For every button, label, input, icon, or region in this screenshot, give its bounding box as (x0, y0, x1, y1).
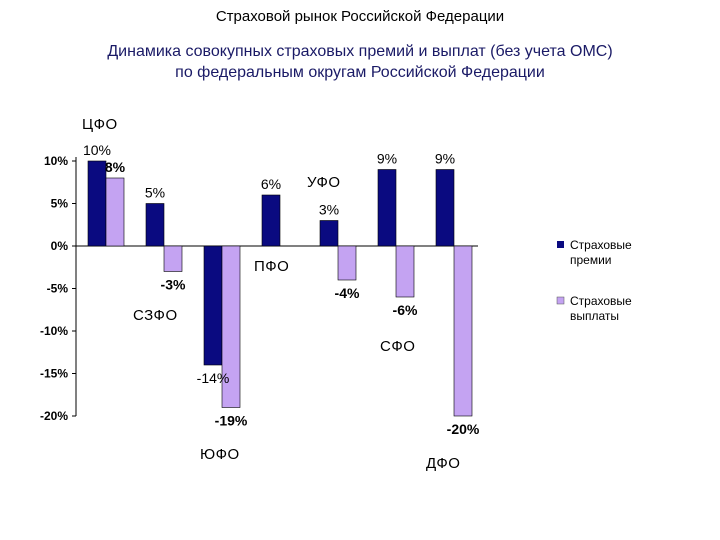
bar-payouts (221, 245, 241, 408)
y-axis: 10% 5% 0% -5% -10% -15% -20% (40, 154, 478, 423)
bar-payouts (395, 245, 415, 298)
region-label: УФО (307, 174, 341, 191)
value-label-premiums: 10% (83, 142, 111, 158)
value-label-payouts: -20% (447, 421, 480, 437)
bars (87, 160, 473, 417)
bar-payouts (163, 245, 183, 272)
y-tick-label: -10% (40, 324, 68, 338)
value-label-premiums: 9% (377, 151, 397, 167)
value-label-payouts: -19% (215, 413, 248, 429)
y-tick-label: -20% (40, 409, 68, 423)
value-label-premiums: 3% (319, 202, 339, 218)
y-tick-label: 5% (51, 197, 69, 211)
y-tick-label: 10% (44, 154, 68, 168)
region-label: ЮФО (200, 446, 240, 463)
bar-payouts (337, 245, 357, 281)
region-label: ДФО (426, 455, 460, 472)
region-labels: ЦФО СЗФО ЮФО ПФО УФО СФО ДФО (82, 116, 460, 472)
subtitle-line-1: Динамика совокупных страховых премий и в… (107, 43, 613, 60)
legend-swatch-premiums (557, 241, 564, 248)
value-label-payouts: -4% (335, 285, 360, 301)
region-label: СФО (380, 338, 415, 355)
region-label: ПФО (254, 258, 289, 275)
region-label: ЦФО (82, 116, 118, 133)
value-label-payouts: 8% (105, 159, 126, 175)
chart-subtitle: Динамика совокупных страховых премий и в… (0, 41, 720, 83)
chart-title: Страховой рынок Российской Федерации (215, 8, 505, 25)
bar-premiums (145, 203, 165, 247)
value-label-payouts: -6% (393, 302, 418, 318)
bar-payouts (453, 245, 473, 417)
legend-label-payouts-2: выплаты (570, 309, 619, 323)
y-tick-label: 0% (51, 239, 69, 253)
value-label-premiums: -14% (197, 370, 230, 386)
y-tick-label: -5% (47, 282, 69, 296)
region-label: СЗФО (133, 307, 178, 324)
bar-payouts (105, 177, 125, 247)
bar-premiums (377, 169, 397, 247)
value-label-premiums: 6% (261, 176, 281, 192)
bar-premiums (435, 169, 455, 247)
legend-label-premiums-1: Страховые (570, 238, 632, 252)
legend-label-payouts-1: Страховые (570, 294, 632, 308)
y-tick-label: -15% (40, 367, 68, 381)
bar-premiums (87, 160, 107, 247)
value-label-premiums: 9% (435, 151, 455, 167)
value-label-payouts: -3% (161, 277, 186, 293)
legend-label-premiums-2: премии (570, 253, 612, 267)
bar-premiums (261, 194, 281, 247)
bar-premiums (319, 220, 339, 247)
value-label-premiums: 5% (145, 185, 165, 201)
value-labels: 10%8% 5% -3% -14% -19% 6% 3% -4% 9% -6% 9% -20% (83, 142, 480, 437)
legend-swatch-payouts (556, 296, 565, 305)
subtitle-line-2: по федеральным округам Российской Федера… (175, 64, 545, 81)
bar-premiums (203, 245, 223, 366)
